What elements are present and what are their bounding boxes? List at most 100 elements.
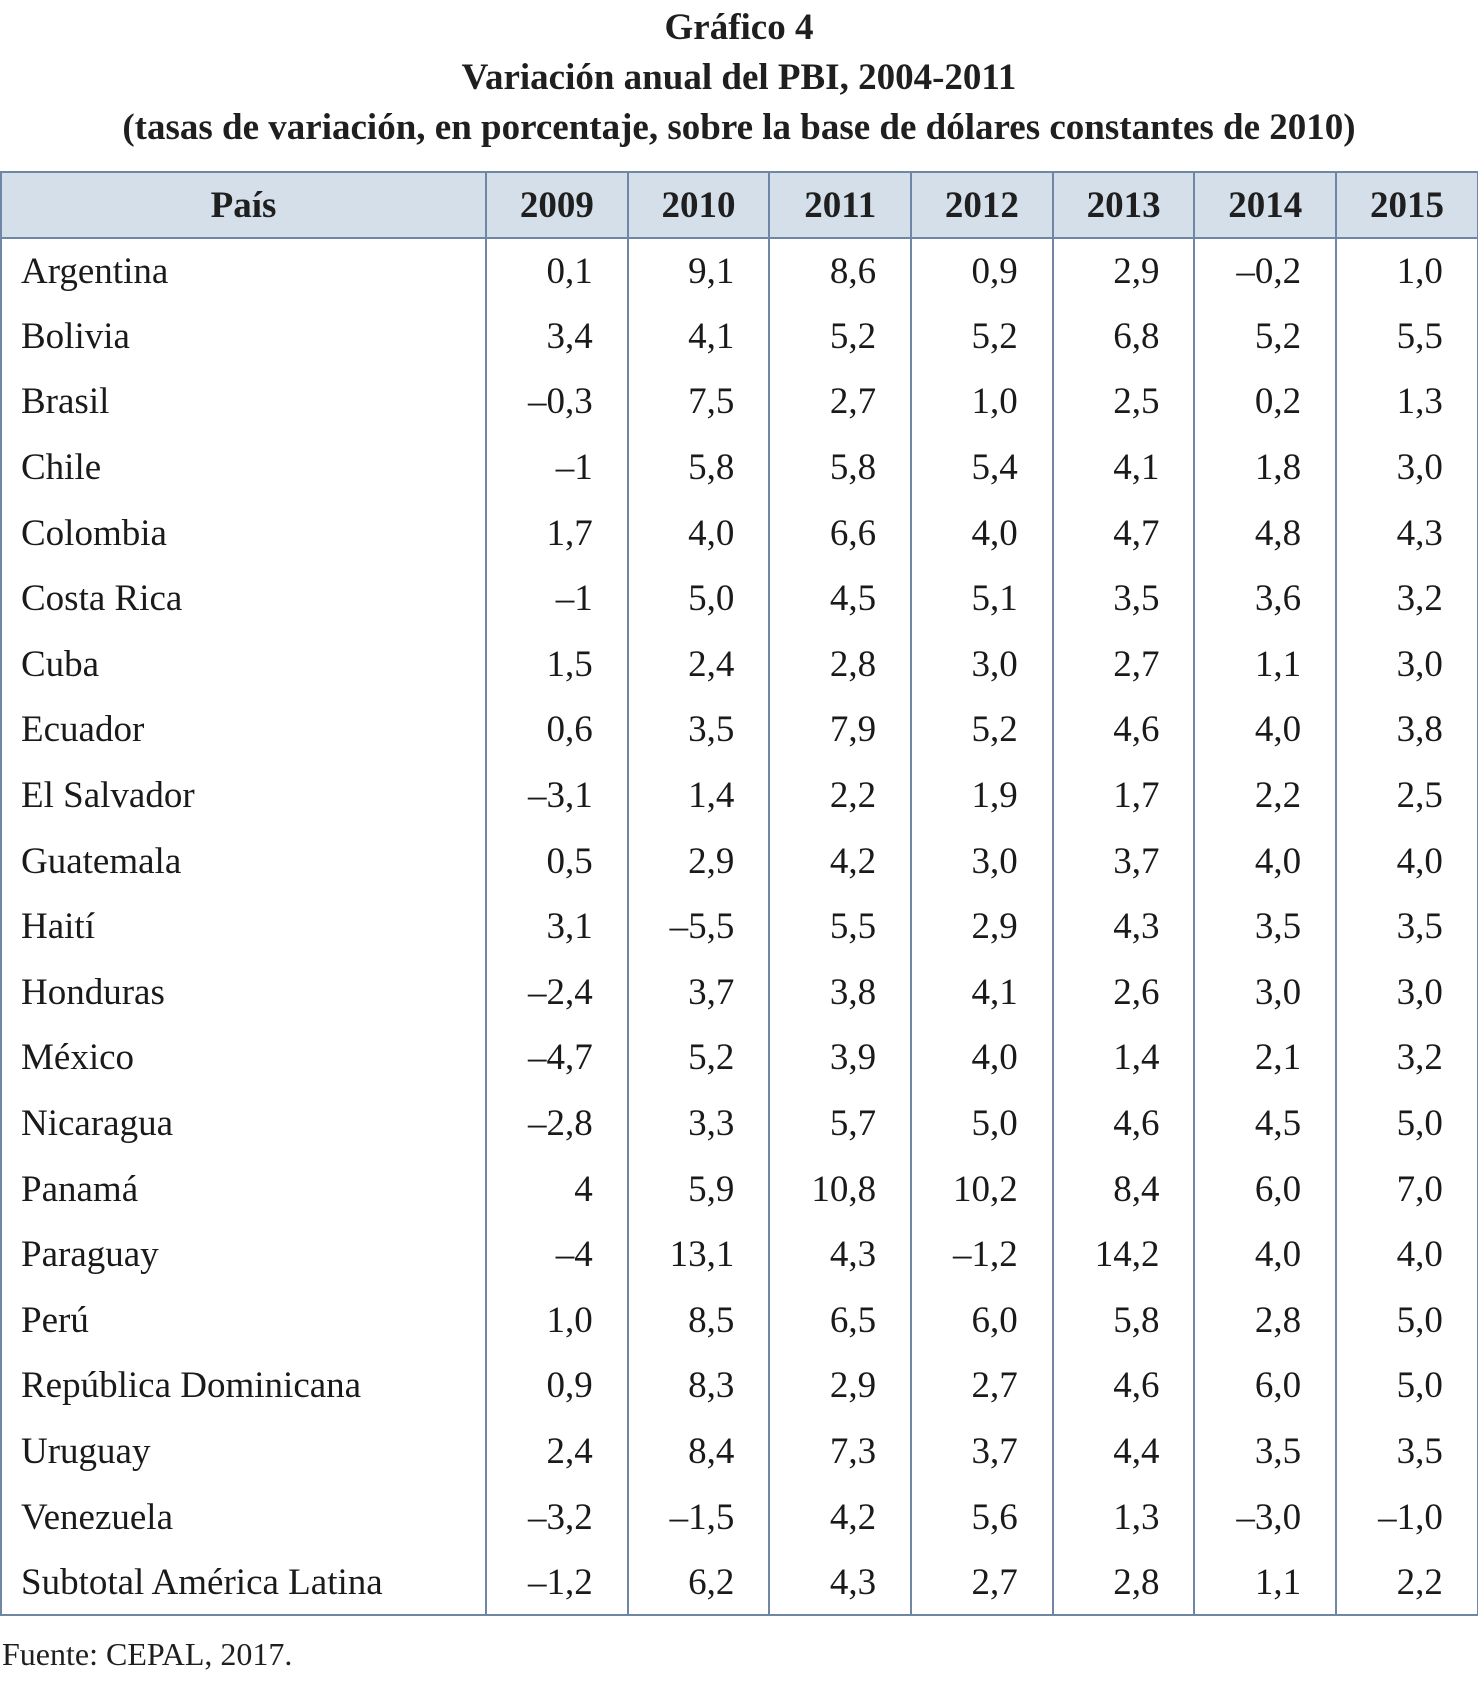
country-cell: Ecuador bbox=[0, 697, 487, 763]
value-cell: 5,6 bbox=[910, 1484, 1054, 1550]
value-cell: –4,7 bbox=[485, 1025, 629, 1091]
country-cell: República Dominicana bbox=[0, 1353, 487, 1419]
value-cell: 3,0 bbox=[1193, 959, 1338, 1026]
country-cell: Subtotal América Latina bbox=[0, 1549, 487, 1617]
value-cell: 7,9 bbox=[768, 697, 913, 763]
value-cell: –4 bbox=[485, 1221, 629, 1288]
header-row: País 2009 2010 2011 2012 2013 2014 2015 bbox=[0, 171, 1478, 239]
value-cell: 4,0 bbox=[910, 1025, 1054, 1091]
value-cell: 3,5 bbox=[1335, 1418, 1478, 1485]
value-cell: 1,4 bbox=[1051, 1025, 1196, 1091]
value-cell: 2,1 bbox=[1193, 1025, 1338, 1091]
value-cell: 4,1 bbox=[626, 303, 771, 370]
value-cell: 1,1 bbox=[1193, 1549, 1338, 1617]
value-cell: 3,0 bbox=[910, 631, 1054, 698]
value-cell: –1,0 bbox=[1335, 1484, 1478, 1550]
value-cell: 2,7 bbox=[768, 369, 913, 435]
value-cell: –3,0 bbox=[1193, 1484, 1338, 1550]
table-row: Nicaragua –2,8 3,3 5,7 5,0 4,6 4,5 5,0 bbox=[0, 1090, 1478, 1157]
value-cell: 5,5 bbox=[768, 893, 913, 960]
source-note: Fuente: CEPAL, 2017. bbox=[2, 1636, 293, 1672]
value-cell: 4,5 bbox=[768, 565, 913, 632]
table-row: Costa Rica –1 5,0 4,5 5,1 3,5 3,6 3,2 bbox=[0, 565, 1478, 632]
value-cell: 3,0 bbox=[910, 828, 1054, 894]
value-cell: 13,1 bbox=[626, 1221, 771, 1288]
value-cell: 3,6 bbox=[1193, 565, 1338, 632]
table-row: Haití 3,1 –5,5 5,5 2,9 4,3 3,5 3,5 bbox=[0, 893, 1478, 960]
country-cell: Panamá bbox=[0, 1156, 487, 1222]
value-cell: 1,3 bbox=[1051, 1484, 1196, 1550]
value-cell: 4,2 bbox=[768, 828, 913, 894]
value-cell: 2,4 bbox=[626, 631, 771, 698]
table-row: Honduras –2,4 3,7 3,8 4,1 2,6 3,0 3,0 bbox=[0, 959, 1478, 1026]
value-cell: 2,5 bbox=[1335, 762, 1478, 829]
value-cell: 7,0 bbox=[1335, 1156, 1478, 1222]
value-cell: 4,5 bbox=[1193, 1090, 1338, 1157]
figure-subtitle: Variación anual del PBI, 2004-2011 bbox=[461, 57, 1017, 98]
column-header-year: 2013 bbox=[1051, 171, 1196, 239]
value-cell: 5,0 bbox=[1335, 1353, 1478, 1419]
value-cell: 3,1 bbox=[485, 893, 629, 960]
value-cell: 3,4 bbox=[485, 303, 629, 370]
value-cell: 5,2 bbox=[626, 1025, 771, 1091]
table-row: Chile –1 5,8 5,8 5,4 4,1 1,8 3,0 bbox=[0, 434, 1478, 501]
country-cell: Cuba bbox=[0, 631, 487, 698]
table-row: El Salvador –3,1 1,4 2,2 1,9 1,7 2,2 2,5 bbox=[0, 762, 1478, 829]
value-cell: 6,2 bbox=[626, 1549, 771, 1617]
value-cell: –1,2 bbox=[485, 1549, 629, 1617]
value-cell: 3,3 bbox=[626, 1090, 771, 1157]
value-cell: 2,9 bbox=[910, 893, 1054, 960]
value-cell: 4,3 bbox=[1335, 500, 1478, 566]
value-cell: 1,7 bbox=[1051, 762, 1196, 829]
value-cell: 4,7 bbox=[1051, 500, 1196, 566]
value-cell: 1,8 bbox=[1193, 434, 1338, 501]
value-cell: –3,2 bbox=[485, 1484, 629, 1550]
value-cell: 6,5 bbox=[768, 1287, 913, 1354]
value-cell: 4,2 bbox=[768, 1484, 913, 1550]
value-cell: –3,1 bbox=[485, 762, 629, 829]
value-cell: 2,7 bbox=[910, 1549, 1054, 1617]
value-cell: 8,5 bbox=[626, 1287, 771, 1354]
value-cell: –2,8 bbox=[485, 1090, 629, 1157]
value-cell: 2,6 bbox=[1051, 959, 1196, 1026]
gdp-variation-table: País 2009 2010 2011 2012 2013 2014 2015 Argenti… bbox=[0, 171, 1478, 1617]
value-cell: 5,0 bbox=[1335, 1287, 1478, 1354]
value-cell: –1 bbox=[485, 565, 629, 632]
value-cell: 8,6 bbox=[768, 238, 913, 304]
table-row: Argentina 0,1 9,1 8,6 0,9 2,9 –0,2 1,0 bbox=[0, 238, 1478, 304]
country-cell: Perú bbox=[0, 1287, 487, 1354]
table-row: Panamá 4 5,9 10,8 10,2 8,4 6,0 7,0 bbox=[0, 1156, 1478, 1222]
country-cell: Costa Rica bbox=[0, 565, 487, 632]
value-cell: 3,2 bbox=[1335, 565, 1478, 632]
value-cell: –1,5 bbox=[626, 1484, 771, 1550]
value-cell: 2,7 bbox=[910, 1353, 1054, 1419]
value-cell: 2,2 bbox=[1335, 1549, 1478, 1617]
value-cell: 2,9 bbox=[768, 1353, 913, 1419]
value-cell: 10,8 bbox=[768, 1156, 913, 1222]
table-body: Argentina 0,1 9,1 8,6 0,9 2,9 –0,2 1,0 Bolivia 3,… bbox=[0, 238, 1478, 1617]
country-cell: Venezuela bbox=[0, 1484, 487, 1550]
value-cell: 4,0 bbox=[626, 500, 771, 566]
value-cell: 5,2 bbox=[1193, 303, 1338, 370]
value-cell: 0,5 bbox=[485, 828, 629, 894]
value-cell: 5,7 bbox=[768, 1090, 913, 1157]
value-cell: 3,0 bbox=[1335, 434, 1478, 501]
value-cell: 5,8 bbox=[626, 434, 771, 501]
value-cell: 5,0 bbox=[626, 565, 771, 632]
country-cell: Argentina bbox=[0, 238, 487, 304]
value-cell: 2,2 bbox=[768, 762, 913, 829]
value-cell: 1,0 bbox=[1335, 238, 1478, 304]
value-cell: 2,7 bbox=[1051, 631, 1196, 698]
country-cell: México bbox=[0, 1025, 487, 1091]
country-cell: Guatemala bbox=[0, 828, 487, 894]
value-cell: 4,6 bbox=[1051, 1090, 1196, 1157]
country-cell: Haití bbox=[0, 893, 487, 960]
country-cell: Colombia bbox=[0, 500, 487, 566]
value-cell: 4,0 bbox=[1193, 828, 1338, 894]
table-row: Uruguay 2,4 8,4 7,3 3,7 4,4 3,5 3,5 bbox=[0, 1418, 1478, 1485]
value-cell: 8,4 bbox=[626, 1418, 771, 1485]
value-cell: 3,0 bbox=[1335, 631, 1478, 698]
value-cell: 4,0 bbox=[1335, 1221, 1478, 1288]
value-cell: 6,6 bbox=[768, 500, 913, 566]
country-cell: Nicaragua bbox=[0, 1090, 487, 1157]
